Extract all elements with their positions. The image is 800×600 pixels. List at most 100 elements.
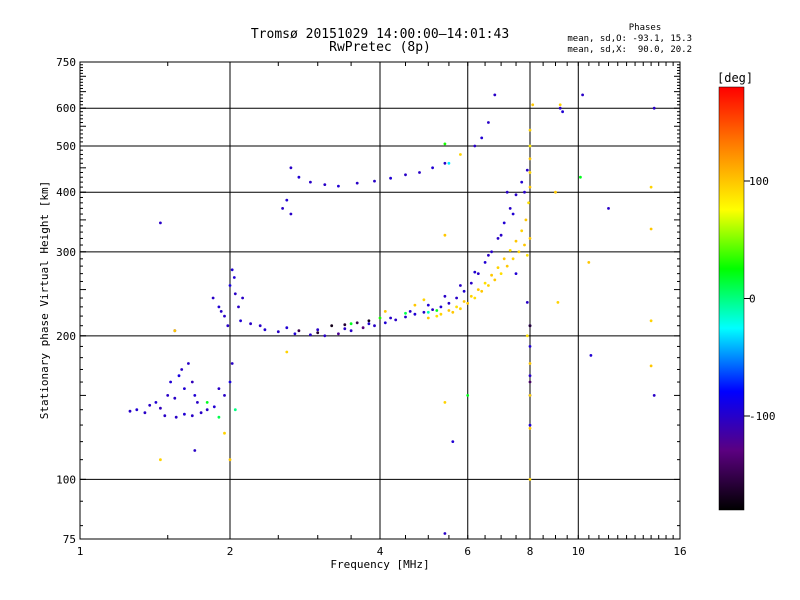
data-point bbox=[528, 345, 532, 348]
data-point bbox=[443, 161, 447, 165]
data-point bbox=[528, 237, 532, 240]
data-point bbox=[528, 128, 532, 132]
y-tick-label: 600 bbox=[56, 102, 76, 115]
data-point bbox=[443, 294, 447, 298]
data-point bbox=[579, 175, 582, 179]
data-point bbox=[285, 326, 289, 330]
data-points bbox=[128, 93, 656, 535]
data-point bbox=[520, 180, 524, 184]
data-point bbox=[525, 301, 529, 304]
data-point bbox=[355, 181, 359, 185]
x-tick-label: 4 bbox=[377, 545, 384, 558]
data-point bbox=[447, 161, 451, 165]
data-point bbox=[361, 326, 365, 330]
data-point bbox=[323, 183, 327, 187]
data-point bbox=[183, 412, 186, 416]
data-point bbox=[394, 318, 398, 322]
data-point bbox=[469, 281, 473, 285]
data-point bbox=[309, 180, 312, 184]
data-point bbox=[205, 401, 209, 404]
data-point bbox=[451, 310, 455, 314]
data-point bbox=[466, 394, 470, 397]
data-point bbox=[297, 175, 301, 179]
data-point bbox=[459, 307, 462, 311]
x-tick-label: 16 bbox=[673, 545, 686, 558]
data-point bbox=[649, 319, 653, 323]
data-point bbox=[239, 319, 243, 323]
phases-o-mode-stats: mean, sd,O: -93.1, 15.3 bbox=[567, 34, 692, 44]
data-point bbox=[496, 237, 500, 240]
data-point bbox=[323, 334, 327, 338]
data-point bbox=[249, 322, 253, 326]
data-point bbox=[408, 310, 412, 313]
data-point bbox=[652, 394, 656, 397]
phases-x-mode-stats: mean, sd,X: 90.0, 20.2 bbox=[567, 45, 692, 55]
data-point bbox=[476, 272, 480, 275]
data-point bbox=[289, 166, 293, 170]
data-point bbox=[309, 333, 312, 337]
colorbar-label: [deg] bbox=[717, 71, 754, 85]
data-point bbox=[508, 207, 512, 210]
data-point bbox=[193, 449, 197, 452]
data-point bbox=[196, 401, 199, 404]
y-tick-label: 200 bbox=[56, 330, 76, 343]
data-point bbox=[524, 218, 528, 222]
data-point bbox=[589, 354, 593, 357]
data-point bbox=[293, 332, 297, 336]
data-point bbox=[316, 328, 320, 332]
data-point bbox=[378, 316, 382, 320]
data-point bbox=[226, 324, 230, 328]
data-point bbox=[187, 362, 190, 365]
data-point bbox=[528, 362, 532, 365]
data-point bbox=[473, 144, 477, 148]
data-point bbox=[343, 323, 347, 327]
colorbar-tick-label: 100 bbox=[749, 175, 769, 188]
data-point bbox=[435, 309, 439, 312]
data-point bbox=[173, 396, 177, 400]
colorbar bbox=[718, 86, 745, 511]
data-point bbox=[459, 153, 462, 156]
data-point bbox=[528, 157, 532, 161]
data-point bbox=[528, 374, 532, 378]
data-point bbox=[337, 332, 340, 336]
data-point bbox=[383, 321, 387, 325]
y-tick-label: 750 bbox=[56, 56, 76, 69]
data-point bbox=[276, 330, 280, 334]
data-point bbox=[528, 144, 532, 148]
axis-ticks: 1 2 4 6 8 10 16 75 100 200 300 400 500 600 750 bbox=[56, 56, 687, 558]
data-point bbox=[523, 190, 526, 194]
data-point bbox=[230, 362, 234, 365]
data-point bbox=[422, 298, 426, 302]
data-point bbox=[413, 312, 417, 316]
data-point bbox=[426, 316, 430, 320]
data-point bbox=[422, 310, 426, 314]
data-point bbox=[190, 380, 194, 384]
data-point bbox=[330, 324, 334, 328]
data-point bbox=[349, 329, 353, 333]
data-point bbox=[258, 324, 262, 328]
data-point bbox=[154, 401, 158, 404]
data-point bbox=[556, 301, 560, 304]
data-point bbox=[193, 394, 197, 397]
data-point bbox=[523, 243, 526, 247]
data-point bbox=[373, 324, 376, 328]
data-point bbox=[404, 315, 407, 319]
y-tick-label: 500 bbox=[56, 140, 76, 153]
data-point bbox=[230, 268, 234, 272]
data-point bbox=[443, 532, 447, 535]
data-point bbox=[528, 478, 532, 481]
data-point bbox=[289, 212, 293, 216]
data-point bbox=[159, 406, 162, 410]
data-point bbox=[514, 272, 518, 275]
data-point bbox=[581, 93, 584, 97]
data-point bbox=[499, 233, 503, 237]
data-point bbox=[174, 415, 178, 419]
data-point bbox=[223, 394, 226, 397]
data-point bbox=[199, 411, 203, 415]
data-point bbox=[349, 322, 353, 326]
x-tick-label: 1 bbox=[77, 545, 84, 558]
data-point bbox=[511, 212, 515, 216]
data-point bbox=[528, 423, 532, 427]
data-point bbox=[389, 176, 392, 180]
data-point bbox=[528, 171, 532, 174]
